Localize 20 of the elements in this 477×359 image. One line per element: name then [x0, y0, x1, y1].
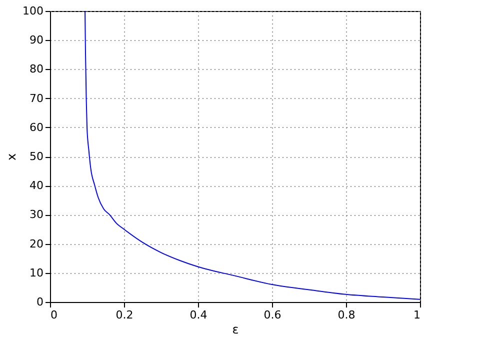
y-tick-label: 0 [36, 296, 44, 308]
y-tick-label: 10 [30, 266, 44, 280]
x-tick-label: 0.6 [264, 308, 282, 322]
y-tick-label: 80 [30, 62, 44, 76]
x-tick-label: 0.2 [116, 308, 134, 322]
x-axis-title: ε [232, 322, 239, 336]
y-tick-label: 100 [22, 4, 44, 18]
x-tick-label: 0.8 [338, 308, 356, 322]
x-tick-label: 1 [414, 308, 420, 322]
y-tick-label: 20 [30, 237, 44, 250]
y-tick-label: 40 [30, 179, 44, 192]
y-tick-label: 70 [30, 92, 44, 105]
x-tick-label: 0 [50, 308, 58, 322]
y-tick-label: 90 [30, 34, 44, 47]
x-tick-label: 0.4 [190, 308, 208, 322]
line-series [84, 10, 420, 300]
y-tick-label: 60 [30, 120, 44, 134]
y-axis-title: x [4, 153, 19, 161]
y-tick-label: 30 [30, 208, 44, 222]
y-tick-label: 50 [30, 150, 44, 163]
